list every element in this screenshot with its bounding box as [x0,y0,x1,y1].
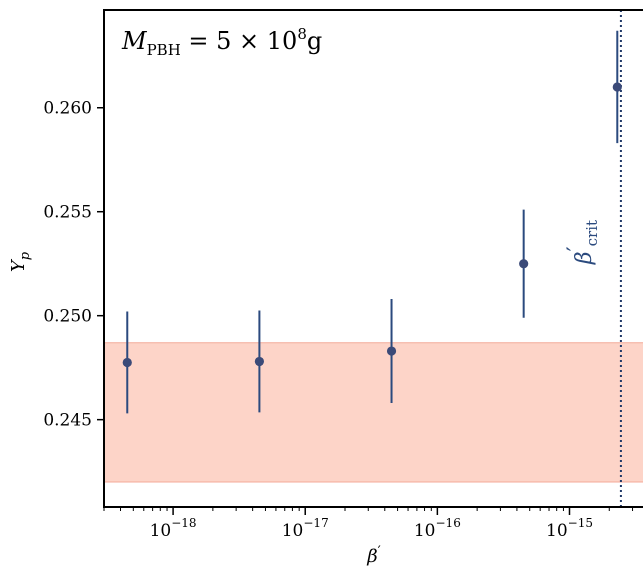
annotation-eq: = 5 × 10 [181,27,298,55]
y-tick-label-0: 0.245 [43,411,92,431]
x-tick-label-0: 10−18 [150,516,197,541]
x-tick-base-2: 10 [414,521,436,541]
x-tick-base-1: 10 [282,521,304,541]
crit-label-prime: ′ [564,246,589,251]
x-axis-label: β′ [366,544,381,567]
y-tick-label-1: 0.250 [43,307,92,327]
data-point-1 [254,356,265,367]
x-tick-exp-2: −16 [436,516,461,530]
x-tick-label-2: 10−16 [414,516,461,541]
annotation-main: M [121,27,148,55]
mass-annotation: MPBH = 5 × 108g [121,25,322,59]
x-label-main: β [366,546,377,567]
data-point-4 [612,82,622,92]
y-tick-label-3: 0.260 [43,99,92,119]
crit-label-sub: crit [583,220,601,246]
critical-beta-label: β′crit [564,220,601,265]
y-tick-label-2: 0.255 [43,203,92,223]
x-label-prime: ′ [378,544,381,560]
x-tick-base-0: 10 [150,521,172,541]
y-label-main: Y [8,258,29,272]
data-points [122,30,622,414]
plot-frame [103,9,643,508]
x-tick-exp-0: −18 [171,516,196,530]
annotation-unit: g [307,27,322,55]
annotation-sub: PBH [147,41,181,59]
crit-label-main: β [572,251,597,265]
annotation-exp: 8 [297,25,307,43]
y-axis-label: Yp [8,251,33,272]
x-tick-label-1: 10−17 [282,516,329,541]
data-point-2 [386,346,397,356]
x-axis-ticks: 10−18 10−17 10−16 10−15 [150,507,593,541]
y-label-sub: p [18,251,33,260]
observational-band [104,342,643,483]
x-tick-exp-1: −17 [303,516,328,530]
y-axis-ticks: 0.245 0.250 0.255 0.260 [43,99,104,431]
x-axis-minor-ticks [103,507,634,511]
x-tick-exp-3: −15 [568,516,593,530]
x-tick-label-3: 10−15 [546,516,593,541]
x-tick-base-3: 10 [546,521,568,541]
data-point-0 [122,357,132,368]
data-point-3 [519,259,529,269]
